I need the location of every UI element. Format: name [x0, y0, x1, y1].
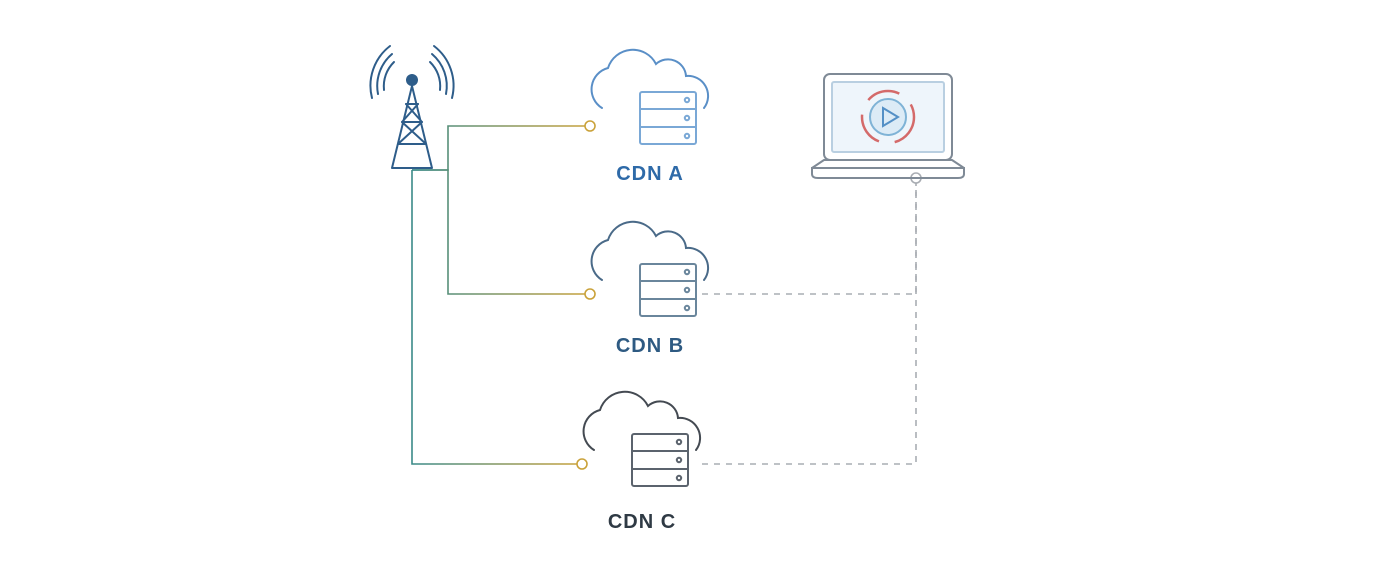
- cdn-a-label: CDN A: [616, 163, 684, 185]
- broadcast-tower-icon: [370, 46, 453, 168]
- server-a-icon: [640, 92, 696, 144]
- cdn-a-icon: [592, 50, 709, 144]
- cdn-network-diagram: CDN A CDN B CDN C: [0, 0, 1376, 573]
- server-b-icon: [640, 264, 696, 316]
- edges-dashed: [702, 178, 916, 464]
- laptop-icon: [812, 74, 964, 178]
- cdn-b-icon: [592, 222, 709, 316]
- cdn-b-label: CDN B: [616, 335, 684, 357]
- cdn-c-icon: [584, 392, 701, 486]
- server-c-icon: [632, 434, 688, 486]
- edges-solid: [412, 126, 590, 464]
- cdn-c-label: CDN C: [608, 511, 676, 533]
